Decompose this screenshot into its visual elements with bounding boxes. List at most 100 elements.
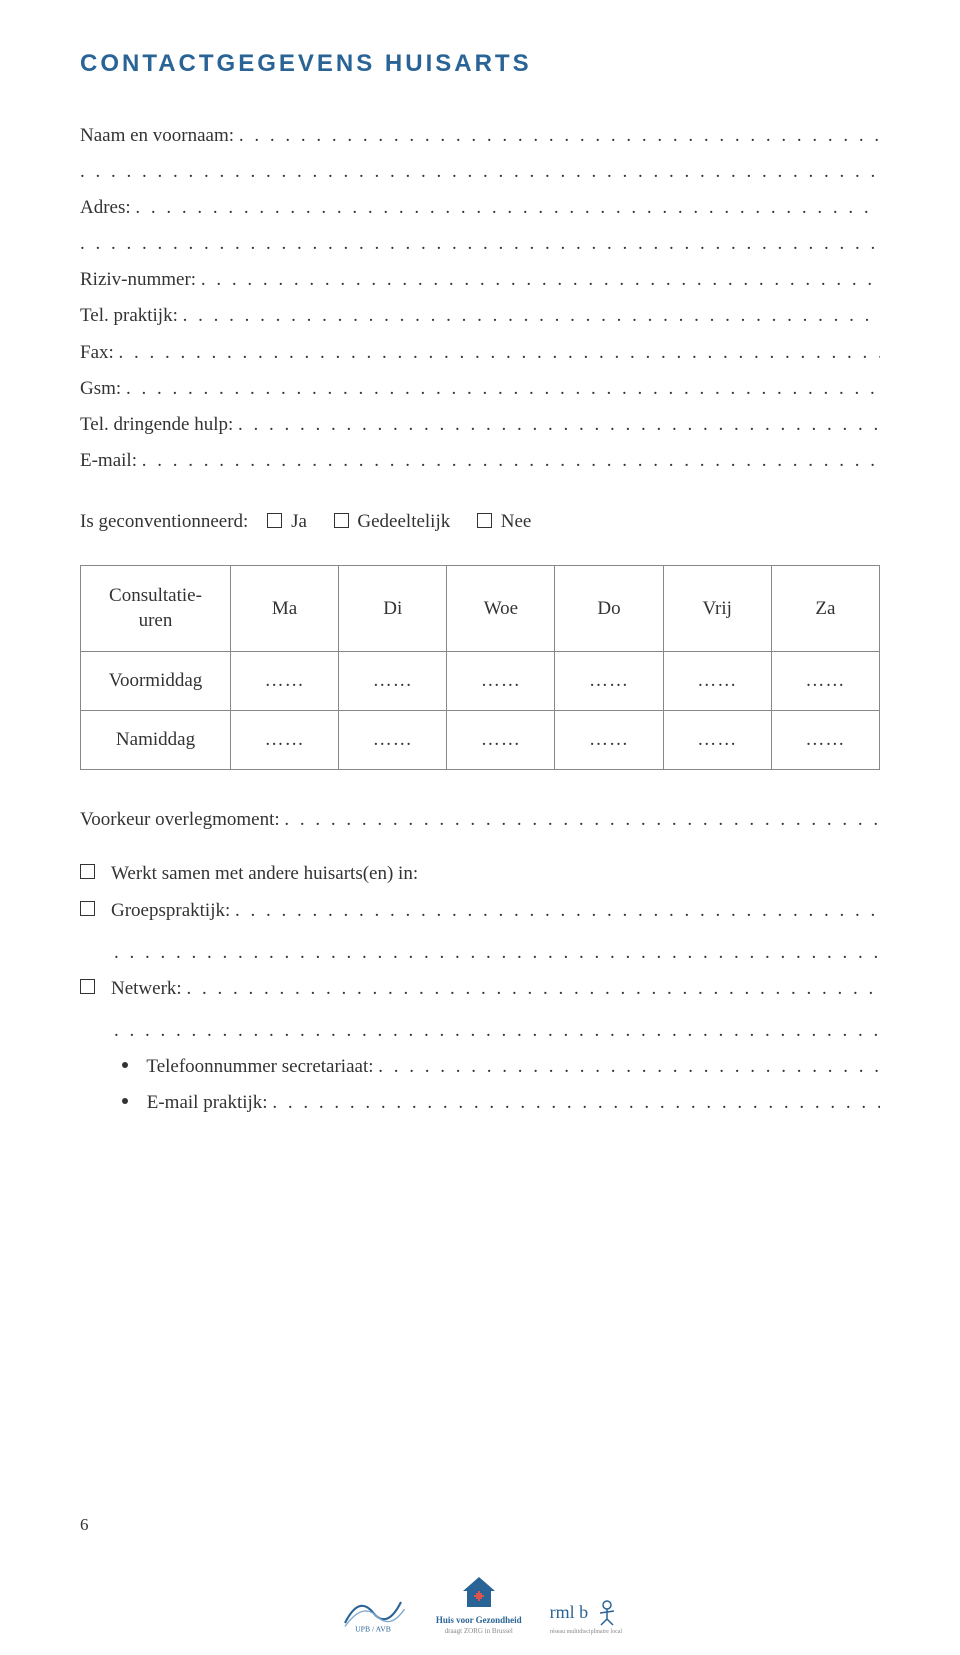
cell[interactable]: …… xyxy=(231,711,339,770)
field-address: Adres: . . . . . . . . . . . . . . . . .… xyxy=(80,190,880,226)
riziv-label: Riziv-nummer: xyxy=(80,269,196,290)
th-vrij: Vrij xyxy=(663,565,771,651)
dotted-line-cont[interactable]: . . . . . . . . . . . . . . . . . . . . … xyxy=(80,1013,880,1049)
th-do: Do xyxy=(555,565,663,651)
dotted-line[interactable]: . . . . . . . . . . . . . . . . . . . . … xyxy=(142,450,880,471)
cell[interactable]: …… xyxy=(663,652,771,711)
dotted-line-cont[interactable]: . . . . . . . . . . . . . . . . . . . . … xyxy=(80,935,880,971)
cell[interactable]: …… xyxy=(555,711,663,770)
table-header-row: Consultatie- uren Ma Di Woe Do Vrij Za xyxy=(81,565,880,651)
dotted-line[interactable]: . . . . . . . . . . . . . . . . . . . . … xyxy=(235,900,880,921)
house-icon xyxy=(454,1573,504,1613)
dotted-line[interactable]: . . . . . . . . . . . . . . . . . . . . … xyxy=(126,378,880,399)
th-rowheader: Consultatie- uren xyxy=(81,565,231,651)
schedule-table: Consultatie- uren Ma Di Woe Do Vrij Za V… xyxy=(80,565,880,770)
rowheader-l1: Consultatie- xyxy=(87,584,224,609)
works-with-label: Werkt samen met andere huisarts(en) in: xyxy=(111,856,418,892)
upb-logo-icon: UPB / AVB xyxy=(338,1590,408,1635)
field-riziv: Riziv-nummer: . . . . . . . . . . . . . … xyxy=(80,262,880,298)
email-praktijk-label: E-mail praktijk: xyxy=(147,1092,268,1113)
group-label: Groepspraktijk: xyxy=(111,900,230,921)
dotted-line[interactable]: . . . . . . . . . . . . . . . . . . . . … xyxy=(201,269,880,290)
bullet-email-praktijk: E-mail praktijk: . . . . . . . . . . . .… xyxy=(80,1085,880,1121)
cell[interactable]: …… xyxy=(339,652,447,711)
tel-sec-label: Telefoonnummer secretariaat: xyxy=(146,1056,373,1077)
row-voormiddag-label: Voormiddag xyxy=(81,652,231,711)
cell[interactable]: …… xyxy=(447,652,555,711)
table-row: Namiddag …… …… …… …… …… …… xyxy=(81,711,880,770)
bullet-tel-sec: Telefoonnummer secretariaat: . . . . . .… xyxy=(80,1049,880,1085)
email-label: E-mail: xyxy=(80,450,137,471)
logo-rml: rml b réseau multidisciplinaire local xyxy=(550,1597,623,1635)
checkbox-nee[interactable] xyxy=(477,513,492,528)
row-network: Netwerk: . . . . . . . . . . . . . . . .… xyxy=(80,971,880,1007)
opt-gedeeltelijk: Gedeeltelijk xyxy=(357,511,450,532)
hvg-title: Huis voor Gezondheid xyxy=(436,1615,522,1625)
page: CONTACTGEGEVENS HUISARTS Naam en voornaa… xyxy=(0,0,960,1655)
page-number: 6 xyxy=(80,1515,89,1535)
page-title: CONTACTGEGEVENS HUISARTS xyxy=(80,50,880,78)
cell[interactable]: …… xyxy=(771,711,879,770)
dotted-line[interactable]: . . . . . . . . . . . . . . . . . . . . … xyxy=(378,1056,880,1077)
row-works-with: Werkt samen met andere huisarts(en) in: xyxy=(80,856,880,892)
opt-ja: Ja xyxy=(291,511,307,532)
checkbox-group[interactable] xyxy=(80,901,95,916)
row-group: Groepspraktijk: . . . . . . . . . . . . … xyxy=(80,893,880,929)
th-di: Di xyxy=(339,565,447,651)
field-email: E-mail: . . . . . . . . . . . . . . . . … xyxy=(80,443,880,479)
checkbox-ja[interactable] xyxy=(267,513,282,528)
field-fax: Fax: . . . . . . . . . . . . . . . . . .… xyxy=(80,335,880,371)
svg-text:UPB / AVB: UPB / AVB xyxy=(355,1624,391,1633)
fax-label: Fax: xyxy=(80,342,114,363)
field-tel-praktijk: Tel. praktijk: . . . . . . . . . . . . .… xyxy=(80,298,880,334)
field-name: Naam en voornaam: . . . . . . . . . . . … xyxy=(80,118,880,154)
cell[interactable]: …… xyxy=(231,652,339,711)
tel-dringende-label: Tel. dringende hulp: xyxy=(80,414,233,435)
preference-label: Voorkeur overlegmoment: xyxy=(80,809,280,830)
cell[interactable]: …… xyxy=(555,652,663,711)
dotted-line[interactable]: . . . . . . . . . . . . . . . . . . . . … xyxy=(186,978,880,999)
cell[interactable]: …… xyxy=(339,711,447,770)
checkbox-network[interactable] xyxy=(80,979,95,994)
name-label: Naam en voornaam: xyxy=(80,125,234,146)
th-woe: Woe xyxy=(447,565,555,651)
gsm-label: Gsm: xyxy=(80,378,121,399)
dotted-line[interactable]: . . . . . . . . . . . . . . . . . . . . … xyxy=(183,305,880,326)
dotted-line[interactable]: . . . . . . . . . . . . . . . . . . . . … xyxy=(119,342,880,363)
lower-fields: Voorkeur overlegmoment: . . . . . . . . … xyxy=(80,802,880,1121)
field-gsm: Gsm: . . . . . . . . . . . . . . . . . .… xyxy=(80,371,880,407)
field-tel-dringende: Tel. dringende hulp: . . . . . . . . . .… xyxy=(80,407,880,443)
table-row: Voormiddag …… …… …… …… …… …… xyxy=(81,652,880,711)
person-icon xyxy=(592,1597,622,1627)
checkbox-works-with[interactable] xyxy=(80,864,95,879)
convention-row: Is geconventionneerd: Ja Gedeeltelijk Ne… xyxy=(80,511,880,533)
dotted-line[interactable]: . . . . . . . . . . . . . . . . . . . . … xyxy=(135,197,880,218)
dotted-line-cont[interactable]: . . . . . . . . . . . . . . . . . . . . … xyxy=(80,154,880,190)
form-fields: Naam en voornaam: . . . . . . . . . . . … xyxy=(80,118,880,479)
bullet-icon xyxy=(122,1062,128,1068)
cell[interactable]: …… xyxy=(663,711,771,770)
rml-text: rml b xyxy=(550,1602,589,1623)
dotted-line[interactable]: . . . . . . . . . . . . . . . . . . . . … xyxy=(239,125,880,146)
row-namiddag-label: Namiddag xyxy=(81,711,231,770)
dotted-line[interactable]: . . . . . . . . . . . . . . . . . . . . … xyxy=(284,809,880,830)
checkbox-gedeeltelijk[interactable] xyxy=(334,513,349,528)
dotted-line[interactable]: . . . . . . . . . . . . . . . . . . . . … xyxy=(238,414,880,435)
hvg-sub: draagt ZORG in Brussel xyxy=(445,1627,513,1635)
network-label: Netwerk: xyxy=(111,978,182,999)
rml-sub: réseau multidisciplinaire local xyxy=(550,1629,622,1635)
th-ma: Ma xyxy=(231,565,339,651)
dotted-line-cont[interactable]: . . . . . . . . . . . . . . . . . . . . … xyxy=(80,226,880,262)
dotted-line[interactable]: . . . . . . . . . . . . . . . . . . . . … xyxy=(272,1092,880,1113)
footer-logos: UPB / AVB Huis voor Gezondheid draagt ZO… xyxy=(0,1573,960,1635)
field-preference: Voorkeur overlegmoment: . . . . . . . . … xyxy=(80,802,880,838)
cell[interactable]: …… xyxy=(771,652,879,711)
opt-nee: Nee xyxy=(501,511,532,532)
logo-upb: UPB / AVB xyxy=(338,1590,408,1635)
th-za: Za xyxy=(771,565,879,651)
convention-label: Is geconventionneerd: xyxy=(80,511,248,532)
bullet-icon xyxy=(122,1098,128,1104)
cell[interactable]: …… xyxy=(447,711,555,770)
logo-hvg: Huis voor Gezondheid draagt ZORG in Brus… xyxy=(436,1573,522,1635)
tel-praktijk-label: Tel. praktijk: xyxy=(80,305,178,326)
